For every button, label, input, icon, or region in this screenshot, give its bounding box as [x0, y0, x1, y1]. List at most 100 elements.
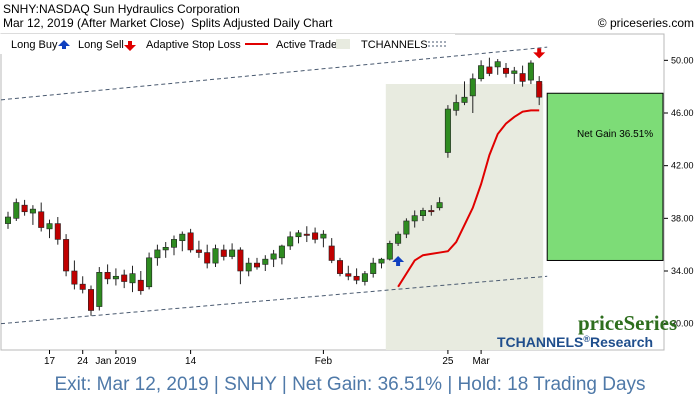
candle-body — [428, 210, 435, 213]
sell-arrow-icon — [124, 41, 136, 51]
candle — [137, 271, 144, 295]
candle-body — [71, 270, 78, 285]
net-gain-label: Net Gain 36.51% — [577, 129, 653, 140]
candle — [79, 276, 86, 294]
tchannel-upper-line — [0, 46, 548, 101]
candle-body — [5, 216, 12, 224]
candle — [104, 264, 111, 285]
candle — [444, 105, 451, 158]
tchannels-logo-text: TCHANNELS — [497, 334, 583, 350]
candle-body — [278, 245, 285, 259]
candle — [88, 285, 95, 316]
candle — [212, 244, 219, 268]
candle — [336, 257, 343, 277]
candle — [146, 252, 153, 290]
candle-body — [328, 245, 335, 261]
annotations: Net Gain 36.51% priceSeries TCHANNELS®Re… — [497, 129, 677, 350]
candle-body — [154, 249, 161, 259]
x-tick-label: 14 — [185, 356, 197, 367]
tchannel-lower-line — [0, 275, 548, 325]
candle-body — [245, 262, 252, 272]
candle — [494, 59, 501, 75]
candle — [502, 62, 509, 78]
legend-tchannels: TCHANNELS — [361, 39, 428, 51]
candle-body — [287, 236, 294, 247]
candle — [112, 268, 119, 286]
y-tick-label: 30.00 — [671, 319, 694, 329]
candle-body — [88, 289, 95, 311]
candle — [295, 230, 302, 244]
candle-body — [411, 215, 418, 222]
candle-body — [171, 239, 178, 248]
candle — [237, 247, 244, 285]
registered-mark: ® — [583, 334, 590, 344]
series-layer — [0, 46, 548, 325]
candle — [121, 269, 128, 289]
y-tick-label: 50.00 — [671, 55, 694, 65]
candle-body — [29, 208, 36, 214]
candle — [386, 240, 393, 261]
candle-body — [112, 275, 119, 280]
candle — [254, 257, 261, 270]
candle-body — [13, 202, 20, 219]
candle — [5, 211, 12, 229]
candle-body — [345, 273, 352, 277]
candle — [395, 231, 402, 246]
candle-body — [229, 249, 236, 257]
candle-body — [187, 232, 194, 251]
x-tick-label: 17 — [44, 356, 56, 367]
axes: 30.00 34.00 38.00 42.00 46.00 50.00 17 24 Jan 20… — [44, 55, 694, 367]
candle — [154, 244, 161, 266]
trade-summary-footer: Exit: Mar 12, 2019 | SNHY | Net Gain: 36… — [0, 370, 700, 400]
legend-long-sell: Long Sell — [78, 39, 124, 51]
candle-body — [320, 233, 327, 239]
candle-body — [444, 108, 451, 153]
candle-body — [146, 257, 153, 288]
chart-background — [0, 33, 665, 351]
research-logo-text: Research — [590, 334, 653, 350]
x-tick-label: Jan 2019 — [95, 356, 137, 367]
candle — [527, 60, 534, 85]
y-tick-label: 46.00 — [671, 108, 694, 118]
candle — [54, 217, 61, 245]
candle-body — [220, 249, 227, 257]
candle-body — [129, 273, 136, 284]
candle — [278, 244, 285, 265]
candle — [478, 60, 485, 82]
buy-arrow-icon — [58, 40, 70, 49]
candle — [486, 57, 493, 77]
candle-body — [395, 233, 402, 244]
candle-body — [121, 274, 128, 282]
candle — [229, 243, 236, 260]
candle — [461, 81, 468, 106]
candle-body — [270, 253, 277, 260]
candle-body — [21, 204, 28, 213]
candle-body — [204, 252, 211, 264]
candle-body — [254, 262, 261, 268]
active-trade-swatch — [336, 39, 350, 49]
candle-body — [461, 96, 468, 103]
candle — [428, 205, 435, 216]
active-trade-region — [385, 84, 544, 350]
candle — [353, 268, 360, 285]
candle-body — [262, 258, 269, 265]
x-tick-label: 25 — [442, 356, 454, 367]
candle-body — [79, 283, 86, 290]
candle — [187, 228, 194, 253]
legend: Long Buy Long Sell Adaptive Stop Loss Ac… — [0, 34, 455, 54]
candle — [403, 218, 410, 239]
candle — [303, 226, 310, 243]
candle-body — [137, 279, 144, 292]
candle-body — [370, 262, 377, 274]
candle — [519, 65, 526, 87]
candle — [270, 249, 277, 268]
candle-body — [527, 62, 534, 81]
candle — [436, 197, 443, 211]
x-tick-label: Feb — [315, 356, 333, 367]
sell-signal-arrow — [533, 48, 546, 59]
candle — [262, 255, 269, 271]
candle-body — [179, 233, 186, 242]
candle-body — [511, 70, 518, 74]
candle — [29, 205, 36, 225]
candle-body — [212, 248, 219, 264]
